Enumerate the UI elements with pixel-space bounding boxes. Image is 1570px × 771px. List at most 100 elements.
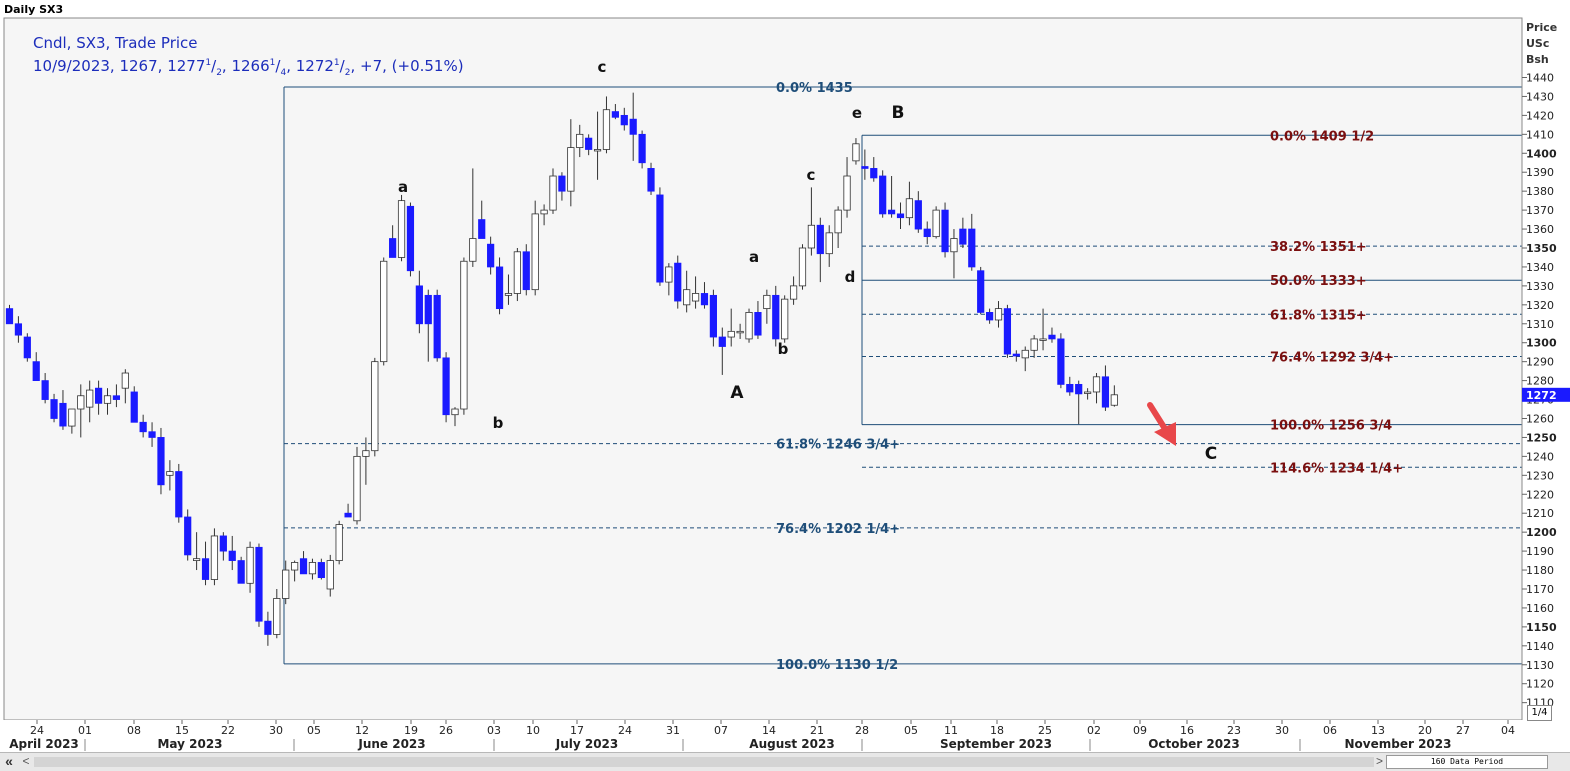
page-indicator[interactable]: 1/4 xyxy=(1527,705,1552,721)
candle-down xyxy=(415,285,423,325)
legend-change: +7, (+0.51%) xyxy=(360,57,464,75)
x-tick-label: 07 xyxy=(714,724,728,737)
candle-up xyxy=(193,558,201,561)
scroll-far-left-button[interactable]: « xyxy=(5,753,13,769)
y-tick-label: 1150 xyxy=(1526,621,1557,634)
scroll-right-button[interactable]: > xyxy=(1376,754,1384,768)
candle-down xyxy=(977,270,985,313)
candle-up xyxy=(1030,338,1038,351)
y-tick-label: 1330 xyxy=(1526,280,1554,293)
legend-line2: 10/9/2023, 1267, 12771/2, 12661/4, 12721… xyxy=(33,57,464,78)
x-tick-label: 01 xyxy=(78,724,92,737)
x-tick-label: 05 xyxy=(904,724,918,737)
y-tick-label: 1280 xyxy=(1526,375,1554,388)
y-tick-label: 1320 xyxy=(1526,299,1554,312)
scroll-bar[interactable]: « < > 160 Data Period xyxy=(0,752,1570,771)
candle-up xyxy=(843,175,851,211)
candle-up xyxy=(362,450,370,457)
y-tick-label: 1430 xyxy=(1526,90,1554,103)
wave-label: b xyxy=(493,414,504,432)
candle-up xyxy=(781,298,789,340)
candle-down xyxy=(558,175,566,192)
y-tick-label: 1250 xyxy=(1526,431,1557,444)
forecast-arrow xyxy=(1147,402,1176,446)
fib-label-left: 61.8% 1246 3/4+ xyxy=(776,438,900,453)
candle-up xyxy=(1021,349,1029,359)
axis-unit-line: Bsh xyxy=(1526,53,1549,66)
window-title: Daily SX3 xyxy=(4,3,64,16)
x-tick-label: 17 xyxy=(570,724,584,737)
candle-up xyxy=(246,546,254,584)
x-tick-label: 15 xyxy=(175,724,189,737)
candle-up xyxy=(950,238,958,253)
candle-up xyxy=(807,224,816,249)
candle-up xyxy=(932,209,940,238)
candle-up xyxy=(1084,391,1092,394)
month-label: May 2023 xyxy=(157,737,222,751)
candle-up xyxy=(335,524,343,561)
x-tick-label: 26 xyxy=(439,724,453,737)
candle-up xyxy=(852,143,860,162)
y-tick-label: 1440 xyxy=(1526,72,1554,85)
y-tick-label: 1400 xyxy=(1526,147,1557,160)
x-axis-bg xyxy=(0,720,1570,752)
x-tick-label: 08 xyxy=(127,724,141,737)
wave-label: B xyxy=(892,103,905,123)
y-tick-label: 1360 xyxy=(1526,223,1554,236)
wave-label: d xyxy=(845,268,856,286)
data-period-box[interactable]: 160 Data Period xyxy=(1386,755,1548,769)
candle-up xyxy=(68,408,76,427)
candle-down xyxy=(647,168,655,192)
candles xyxy=(5,92,1118,646)
wave-label: C xyxy=(1205,444,1217,464)
y-tick-label: 1180 xyxy=(1526,564,1554,577)
candle-down xyxy=(1101,376,1110,408)
candle-down xyxy=(299,558,308,575)
candle-down xyxy=(1003,308,1012,355)
wave-label: e xyxy=(852,104,862,122)
candle-down xyxy=(14,323,23,336)
scrollbar-track[interactable] xyxy=(34,757,1374,767)
x-tick-label: 20 xyxy=(1418,724,1432,737)
candle-down xyxy=(424,294,432,325)
candle-down xyxy=(620,114,628,126)
candle-up xyxy=(994,308,1003,321)
candle-down xyxy=(879,175,887,215)
y-tick-label: 1170 xyxy=(1526,583,1554,596)
candle-down xyxy=(157,437,165,486)
candle-down xyxy=(700,293,709,306)
x-tick-label: 16 xyxy=(1180,724,1194,737)
candle-down xyxy=(175,471,183,518)
candle-up xyxy=(576,133,584,148)
candle-up xyxy=(727,330,735,338)
scroll-left-button[interactable]: < xyxy=(22,754,30,768)
candle-up xyxy=(273,598,281,635)
legend-close: 12721/2 xyxy=(295,57,351,78)
candle-down xyxy=(1057,338,1065,385)
candle-up xyxy=(798,247,807,287)
legend-low: 12661/4 xyxy=(231,57,287,78)
wave-labels: a b c a b Ac d e B C xyxy=(398,58,1217,464)
x-tick-label: 31 xyxy=(666,724,680,737)
candle-down xyxy=(638,133,646,164)
candle-down xyxy=(50,399,58,419)
candle-up xyxy=(86,389,94,408)
x-tick-label: 06 xyxy=(1323,724,1337,737)
candle-up xyxy=(166,471,174,476)
candle-up xyxy=(397,200,406,258)
candle-down xyxy=(264,620,272,635)
x-tick-label: 28 xyxy=(855,724,869,737)
candle-down xyxy=(772,294,780,340)
legend-line1: Cndl, SX3, Trade Price xyxy=(33,34,198,52)
y-tick-label: 1380 xyxy=(1526,185,1554,198)
x-tick-label: 11 xyxy=(944,724,958,737)
arrow-head xyxy=(1154,422,1176,446)
legend-date: 10/9/2023 xyxy=(33,57,110,75)
y-tick-label: 1140 xyxy=(1526,640,1554,653)
candle-up xyxy=(602,109,611,150)
candle-down xyxy=(41,380,49,400)
candle-down xyxy=(148,431,156,438)
fibonacci-lines: 0.0% 1435 61.8% 1246 3/4+ 76.4% 1202 1/4+ 1… xyxy=(283,81,1522,673)
candle-down xyxy=(478,219,486,239)
